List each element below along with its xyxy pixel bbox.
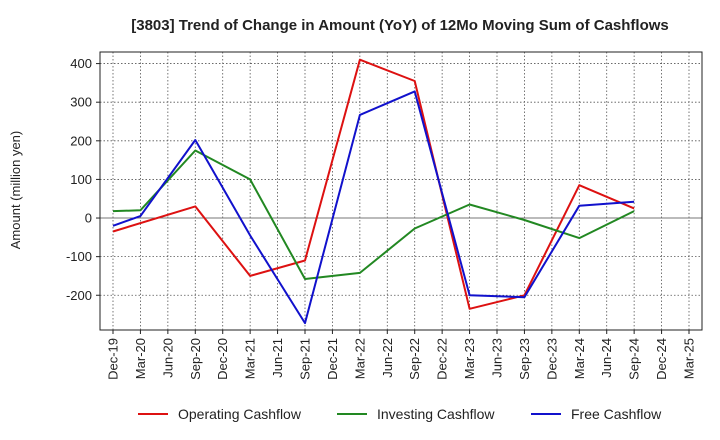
- x-tick-label: Jun-23: [490, 338, 505, 378]
- series-line-2: [112, 149, 635, 280]
- y-tick-label: -200: [66, 288, 92, 303]
- x-tick-label: Dec-22: [435, 338, 450, 380]
- chart-title: [3803] Trend of Change in Amount (YoY) o…: [131, 17, 669, 34]
- plot-frame: [99, 51, 703, 331]
- legend: Operating Cashflow Investing Cashflow Free…: [138, 406, 662, 422]
- x-tick-label: Mar-20: [133, 338, 148, 379]
- y-tick-labels: 400 300 200 100 0 -100 -200: [66, 56, 100, 303]
- x-tick-label: Mar-25: [682, 338, 697, 379]
- x-tick-label: Mar-24: [572, 338, 587, 379]
- x-tick-label: Mar-21: [243, 338, 258, 379]
- y-tick-label: 200: [70, 133, 92, 148]
- y-tick-label: 300: [70, 95, 92, 110]
- x-tick-label: Jun-24: [599, 338, 614, 378]
- x-tick-label: Sep-23: [517, 338, 532, 380]
- y-tick-label: -100: [66, 249, 92, 264]
- x-tick-label: Dec-21: [325, 338, 340, 380]
- legend-label-1: Operating Cashflow: [178, 406, 302, 422]
- grid-lines: [100, 52, 702, 330]
- x-tick-label: Dec-20: [215, 338, 230, 380]
- legend-label-2: Investing Cashflow: [377, 406, 495, 422]
- legend-label-3: Free Cashflow: [571, 406, 662, 422]
- x-tick-label: Dec-24: [654, 338, 669, 380]
- x-tick-labels: Dec-19 Mar-20 Jun-20 Sep-20 Dec-20 Mar-21 Jun-…: [106, 330, 697, 380]
- x-tick-label: Jun-22: [380, 338, 395, 378]
- series-lines: [112, 58, 635, 325]
- x-tick-label: Jun-20: [160, 338, 175, 378]
- y-axis-label: Amount (million yen): [8, 131, 23, 250]
- x-tick-label: Sep-21: [298, 338, 313, 380]
- x-tick-label: Mar-23: [462, 338, 477, 379]
- x-tick-label: Mar-22: [352, 338, 367, 379]
- series-line-1: [112, 58, 635, 310]
- x-tick-label: Dec-23: [544, 338, 559, 380]
- x-tick-label: Dec-19: [106, 338, 121, 380]
- x-tick-label: Jun-21: [270, 338, 285, 378]
- series-line-3: [112, 90, 635, 325]
- x-tick-label: Sep-20: [188, 338, 203, 380]
- y-tick-label: 400: [70, 56, 92, 71]
- x-tick-label: Sep-22: [407, 338, 422, 380]
- y-tick-label: 0: [85, 211, 92, 226]
- x-tick-label: Sep-24: [627, 338, 642, 380]
- y-tick-label: 100: [70, 172, 92, 187]
